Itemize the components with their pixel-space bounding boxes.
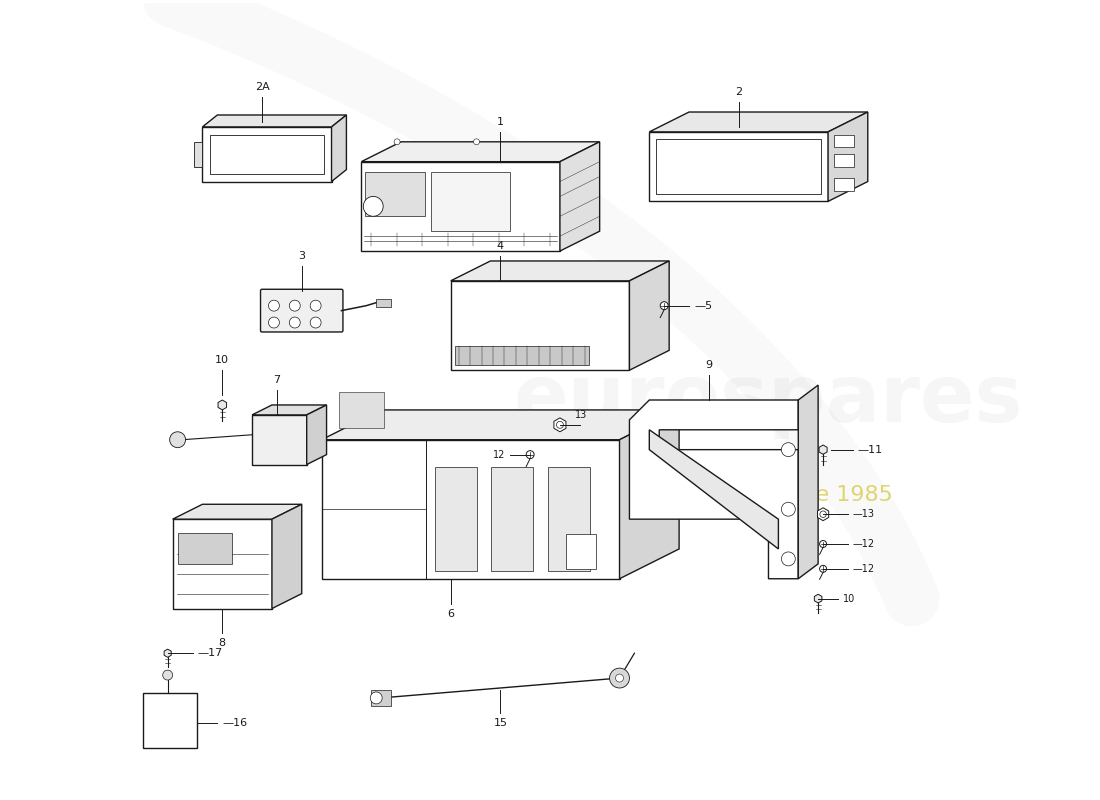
Polygon shape [202,127,331,182]
Circle shape [289,300,300,311]
Circle shape [820,511,826,518]
Bar [321,440,619,578]
Bar [454,346,588,366]
Text: 9: 9 [705,360,713,370]
Circle shape [781,502,795,516]
Circle shape [268,300,279,311]
Bar [340,392,384,428]
Circle shape [557,422,563,428]
Circle shape [820,541,826,547]
Circle shape [609,668,629,688]
Bar [451,281,629,370]
Text: 4: 4 [497,241,504,251]
Bar [565,534,596,569]
Bar [173,519,272,609]
Circle shape [820,566,826,572]
Text: 7: 7 [273,375,280,385]
Text: 10: 10 [216,355,229,366]
Polygon shape [218,400,227,410]
Text: —12: —12 [852,564,874,574]
Bar [143,693,198,747]
Text: 12: 12 [493,450,505,460]
Polygon shape [799,385,818,578]
Polygon shape [451,261,669,281]
Bar [177,533,232,564]
Polygon shape [619,410,679,578]
Text: 2A: 2A [254,82,270,92]
Circle shape [310,317,321,328]
Text: 3: 3 [298,251,305,261]
Bar [195,142,202,166]
Polygon shape [272,504,301,609]
Polygon shape [252,405,327,415]
Text: —16: —16 [222,718,248,728]
Text: eurospares: eurospares [514,361,1023,439]
Polygon shape [828,112,868,202]
Circle shape [310,300,321,311]
Text: 15: 15 [493,718,507,728]
Bar [834,178,854,191]
Bar [492,466,534,571]
Bar [649,132,828,202]
Polygon shape [629,261,669,370]
Bar [834,134,854,147]
Polygon shape [820,445,827,454]
Bar [252,415,307,465]
Circle shape [163,670,173,680]
Polygon shape [817,508,828,521]
Text: 2: 2 [735,87,743,97]
Polygon shape [361,142,600,162]
Polygon shape [814,594,822,603]
Bar [361,162,560,251]
Text: 1: 1 [497,117,504,127]
Bar [834,154,854,166]
Polygon shape [164,649,172,658]
Bar [431,171,510,231]
Text: —12: —12 [852,539,874,549]
Circle shape [371,692,382,704]
Bar [376,298,392,306]
Circle shape [169,432,186,448]
Bar [210,135,323,174]
Circle shape [473,139,480,145]
Polygon shape [321,410,679,440]
Polygon shape [173,504,301,519]
Text: —17: —17 [198,648,222,658]
Circle shape [363,197,383,216]
Circle shape [616,674,624,682]
Bar [365,171,425,216]
Circle shape [526,450,535,458]
Bar [657,139,821,194]
Text: —5: —5 [694,301,712,310]
Polygon shape [331,115,346,182]
Text: a passion for parts since 1985: a passion for parts since 1985 [557,486,893,506]
Circle shape [394,139,400,145]
Text: —11: —11 [858,445,883,454]
Circle shape [289,317,300,328]
Polygon shape [629,400,799,578]
Bar [372,690,392,706]
Polygon shape [649,430,779,549]
FancyBboxPatch shape [261,290,343,332]
Text: 10: 10 [843,594,855,604]
Circle shape [660,302,668,310]
Text: 8: 8 [219,638,225,648]
Polygon shape [202,115,346,127]
Polygon shape [307,405,327,465]
Text: —13: —13 [852,510,874,519]
Text: 6: 6 [448,609,454,618]
Bar [548,466,590,571]
Polygon shape [560,142,600,251]
Text: 13: 13 [575,410,587,420]
Polygon shape [554,418,566,432]
Circle shape [781,442,795,457]
Polygon shape [649,112,868,132]
Circle shape [781,552,795,566]
Bar [434,466,476,571]
Circle shape [268,317,279,328]
